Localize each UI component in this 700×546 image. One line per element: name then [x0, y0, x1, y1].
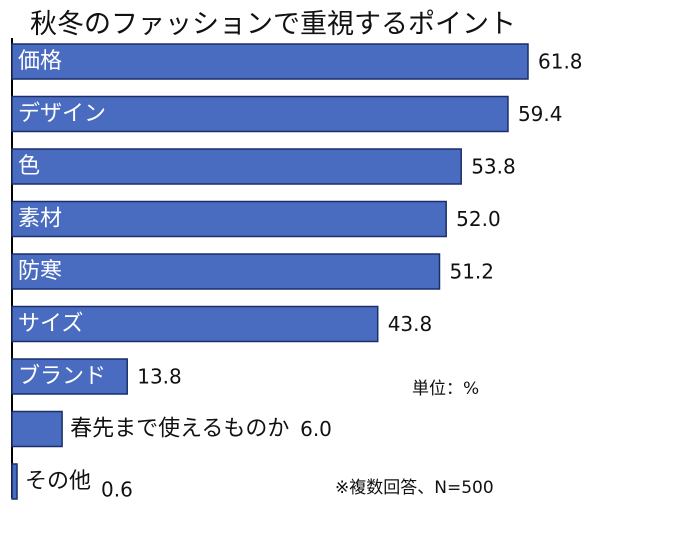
unit-note: 単位：%	[412, 379, 480, 399]
bar-8	[11, 463, 18, 500]
category-label: 春先まで使えるものか	[70, 417, 289, 442]
value-label: 13.8	[137, 365, 182, 389]
value-label: 43.8	[388, 312, 433, 336]
value-label: 59.4	[518, 102, 563, 126]
bar-7	[11, 410, 63, 448]
category-label: 防寒	[18, 259, 62, 284]
category-label: デザイン	[18, 102, 106, 127]
chart-title: 秋冬のファッションで重視するポイント	[30, 9, 516, 40]
value-label: 0.6	[101, 478, 133, 502]
bar-3	[11, 200, 447, 238]
category-label: 素材	[18, 207, 62, 232]
bar-5	[11, 305, 379, 343]
bar-0	[11, 43, 529, 80]
value-label: 6.0	[300, 417, 332, 441]
bar-4	[11, 253, 441, 290]
category-label: サイズ	[18, 312, 83, 337]
value-label: 52.0	[456, 207, 501, 231]
bar-2	[11, 148, 462, 185]
bar-1	[11, 95, 509, 133]
bar-6	[11, 358, 128, 395]
category-label: 価格	[18, 49, 62, 74]
value-label: 61.8	[538, 50, 583, 74]
category-label: ブランド	[18, 364, 106, 389]
value-label: 51.2	[449, 260, 494, 284]
footnote: ※複数回答、N=500	[335, 478, 494, 498]
category-label: 色	[18, 154, 40, 179]
category-label: その他	[25, 469, 91, 494]
value-label: 53.8	[471, 155, 516, 179]
